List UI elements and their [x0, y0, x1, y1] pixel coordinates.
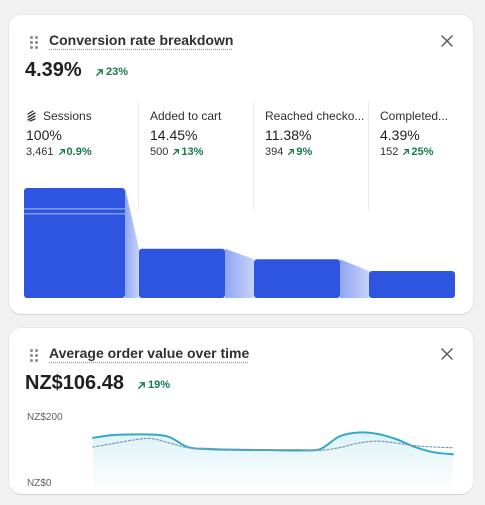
comparison-series-line — [92, 437, 454, 452]
step-percent: 100% — [26, 127, 62, 143]
drag-handle-icon[interactable] — [30, 349, 40, 363]
funnel-bar-highlight — [24, 213, 125, 215]
funnel-step-reached-checkout[interactable]: Reached checko... 11.38% 394 9% — [253, 101, 368, 298]
step-label: Reached checko... — [265, 109, 365, 123]
step-count: 3,461 0.9% — [26, 146, 92, 158]
arrow-up-right-icon — [138, 381, 145, 389]
step-change-text: 0.9% — [66, 146, 92, 158]
series-area — [93, 432, 453, 488]
arrow-up-right-icon — [173, 148, 180, 156]
step-label: Added to cart — [150, 109, 222, 123]
aov-change: 19% — [137, 379, 170, 391]
arrow-up-right-icon — [288, 148, 295, 156]
conversion-rate-value: 4.39% — [25, 59, 82, 81]
y-tick-label: NZ$0 — [27, 478, 52, 489]
step-change: 25% — [402, 146, 433, 158]
conversion-funnel-chart — [24, 188, 455, 298]
conversion-rate-change: 23% — [95, 66, 128, 78]
funnel-bar — [24, 188, 125, 298]
arrow-up-right-icon — [403, 148, 410, 156]
card-title[interactable]: Conversion rate breakdown — [49, 32, 234, 48]
drag-handle-icon[interactable] — [30, 36, 40, 50]
step-count: 394 9% — [265, 146, 312, 158]
step-count-value: 500 — [150, 146, 169, 158]
step-count-value: 152 — [380, 146, 399, 158]
close-icon[interactable] — [439, 33, 455, 49]
step-percent: 14.45% — [150, 127, 198, 143]
step-count: 500 13% — [150, 146, 203, 158]
step-label: Sessions — [43, 109, 92, 123]
funnel-step-added-to-cart[interactable]: Added to cart 14.45% 500 13% — [138, 101, 253, 298]
funnel-connector — [225, 248, 254, 298]
step-change: 9% — [287, 146, 312, 158]
funnel-bar-highlight — [24, 208, 125, 210]
step-count: 152 25% — [380, 146, 433, 158]
conversion-rate-card: Conversion rate breakdown 4.39% 23% Sess… — [9, 15, 473, 314]
close-icon[interactable] — [439, 346, 455, 362]
step-percent: 11.38% — [265, 127, 312, 143]
conversion-change-text: 23% — [106, 66, 129, 78]
column-divider — [253, 101, 254, 211]
funnel-step-completed[interactable]: Completed... 4.39% 152 25% — [368, 101, 468, 298]
arrow-up-right-icon — [58, 148, 65, 156]
average-order-value-card: Average order value over time NZ$106.48 … — [9, 328, 473, 494]
step-count-value: 394 — [265, 146, 284, 158]
funnel-bar — [139, 248, 225, 298]
funnel-connector — [340, 259, 369, 298]
aov-line-chart — [92, 431, 454, 488]
aov-change-text: 19% — [148, 379, 171, 391]
column-divider — [368, 101, 369, 211]
step-label: Completed... — [380, 109, 449, 123]
arrow-up-right-icon — [96, 68, 103, 76]
step-change: 0.9% — [58, 146, 92, 158]
step-change-text: 9% — [296, 146, 313, 158]
step-change-text: 25% — [411, 146, 434, 158]
column-divider — [138, 101, 139, 211]
step-change: 13% — [172, 146, 203, 158]
funnel-connector — [125, 188, 139, 298]
step-percent: 4.39% — [380, 127, 420, 143]
card-title[interactable]: Average order value over time — [49, 345, 250, 361]
aov-value: NZ$106.48 — [25, 372, 124, 394]
funnel-bar — [254, 259, 340, 298]
y-tick-label: NZ$200 — [27, 412, 63, 423]
funnel-bar — [369, 271, 455, 298]
step-count-value: 3,461 — [26, 146, 54, 158]
sessions-icon — [27, 110, 36, 122]
funnel-step-sessions[interactable]: Sessions 100% 3,461 0.9% — [14, 101, 138, 298]
step-change-text: 13% — [181, 146, 204, 158]
